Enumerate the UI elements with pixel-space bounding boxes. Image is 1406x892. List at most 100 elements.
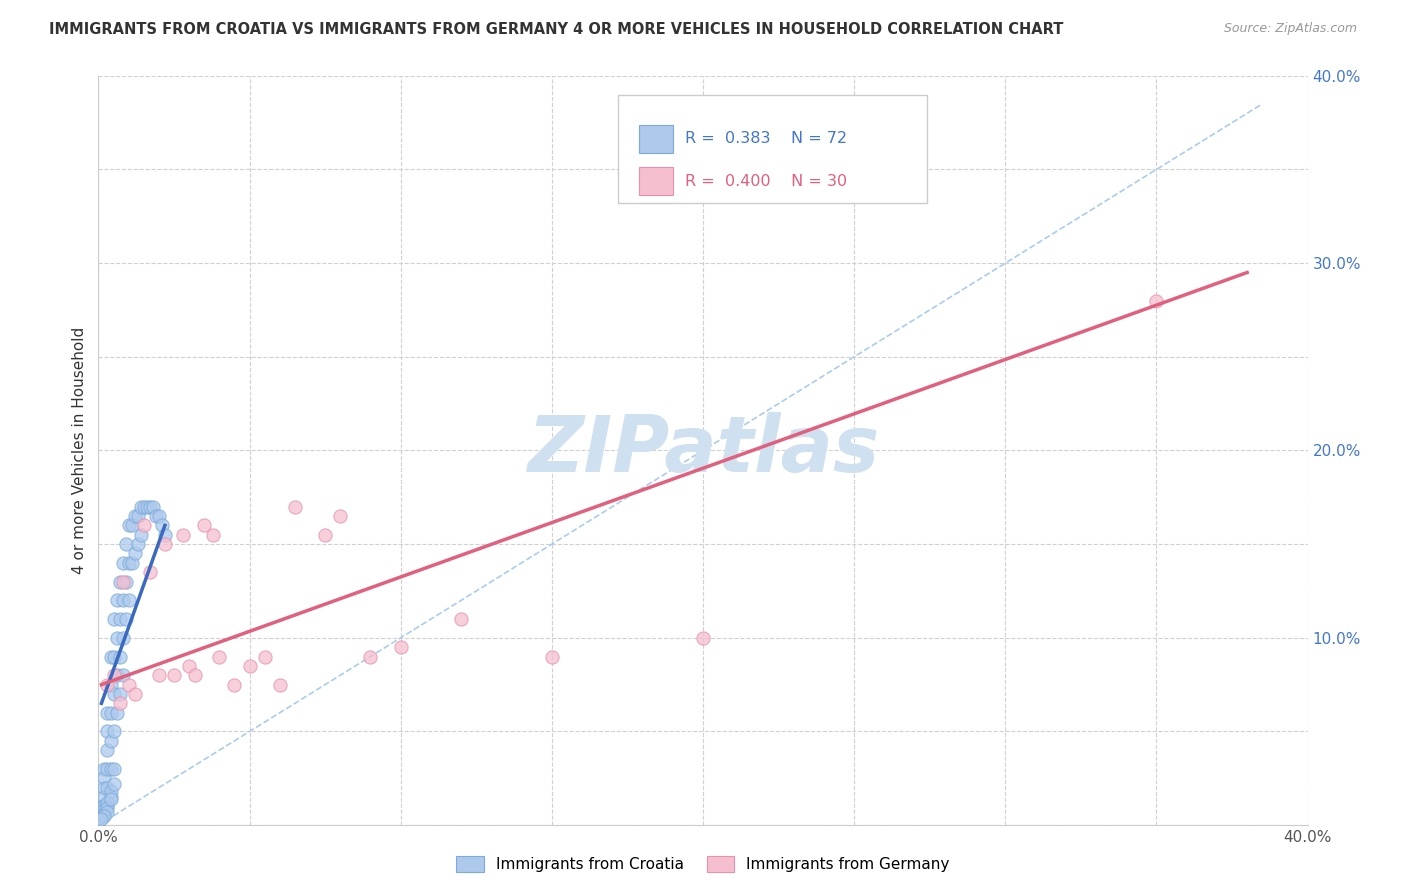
Point [253, 649, 276, 664]
Point [163, 668, 186, 682]
Point [127, 537, 149, 551]
Point [93, 803, 115, 817]
Point [360, 649, 382, 664]
Point [90, 803, 112, 817]
Point [105, 668, 128, 682]
Point [93, 780, 115, 795]
Point [184, 668, 207, 682]
Point [96, 762, 118, 776]
Point [103, 687, 125, 701]
Point [100, 792, 122, 806]
Point [93, 762, 115, 776]
Point [121, 556, 143, 570]
Point [93, 809, 115, 823]
Point [139, 566, 162, 580]
Point [153, 527, 176, 541]
Point [90, 809, 112, 823]
Point [96, 780, 118, 795]
Point [96, 805, 118, 819]
Point [105, 706, 128, 720]
Point [132, 500, 155, 514]
Point [103, 762, 125, 776]
Point [105, 631, 128, 645]
Point [1144, 293, 1167, 308]
Point [93, 790, 115, 805]
Point [111, 668, 134, 682]
Point [108, 649, 131, 664]
Point [96, 724, 118, 739]
Point [103, 649, 125, 664]
Point [153, 537, 176, 551]
Point [103, 777, 125, 791]
Point [118, 593, 141, 607]
Point [90, 805, 112, 819]
Point [269, 678, 291, 692]
Point [139, 500, 162, 514]
Text: R =  0.383    N = 72: R = 0.383 N = 72 [685, 131, 846, 146]
Point [96, 678, 118, 692]
Point [108, 687, 131, 701]
Point [118, 678, 141, 692]
Point [150, 518, 173, 533]
Point [90, 801, 112, 815]
Point [284, 500, 307, 514]
Point [132, 518, 155, 533]
Point [121, 518, 143, 533]
Point [314, 527, 336, 541]
Point [148, 508, 170, 523]
Point [114, 574, 136, 589]
Point [96, 801, 118, 815]
Point [108, 696, 131, 710]
FancyBboxPatch shape [638, 167, 673, 195]
Point [90, 811, 112, 825]
Point [108, 612, 131, 626]
Point [96, 743, 118, 757]
Text: IMMIGRANTS FROM CROATIA VS IMMIGRANTS FROM GERMANY 4 OR MORE VEHICLES IN HOUSEHO: IMMIGRANTS FROM CROATIA VS IMMIGRANTS FR… [49, 22, 1063, 37]
Point [114, 537, 136, 551]
Point [100, 706, 122, 720]
Point [142, 500, 165, 514]
Point [90, 799, 112, 814]
Point [202, 527, 225, 541]
Point [103, 668, 125, 682]
Point [172, 527, 194, 541]
Point [111, 556, 134, 570]
Y-axis label: 4 or more Vehicles in Household: 4 or more Vehicles in Household [72, 326, 87, 574]
Point [90, 813, 112, 827]
Point [114, 612, 136, 626]
Point [105, 593, 128, 607]
Text: ZIPatlas: ZIPatlas [527, 412, 879, 489]
Point [96, 796, 118, 810]
Point [96, 706, 118, 720]
Point [108, 574, 131, 589]
Point [111, 631, 134, 645]
Point [127, 508, 149, 523]
Point [129, 527, 152, 541]
FancyBboxPatch shape [619, 95, 927, 203]
Point [135, 500, 157, 514]
FancyBboxPatch shape [638, 125, 673, 153]
Point [329, 508, 352, 523]
Point [111, 593, 134, 607]
Point [692, 631, 714, 645]
Point [100, 678, 122, 692]
Legend: Immigrants from Croatia, Immigrants from Germany: Immigrants from Croatia, Immigrants from… [449, 848, 957, 880]
Point [100, 649, 122, 664]
Point [100, 762, 122, 776]
Point [124, 546, 146, 561]
Point [103, 612, 125, 626]
Point [148, 668, 170, 682]
Point [93, 771, 115, 786]
Point [124, 687, 146, 701]
Point [193, 518, 215, 533]
Point [224, 678, 246, 692]
Point [389, 640, 412, 655]
Point [450, 612, 472, 626]
Text: Source: ZipAtlas.com: Source: ZipAtlas.com [1223, 22, 1357, 36]
Point [208, 649, 231, 664]
Point [118, 518, 141, 533]
Point [93, 799, 115, 814]
Point [100, 790, 122, 805]
Point [96, 799, 118, 814]
Point [145, 508, 167, 523]
